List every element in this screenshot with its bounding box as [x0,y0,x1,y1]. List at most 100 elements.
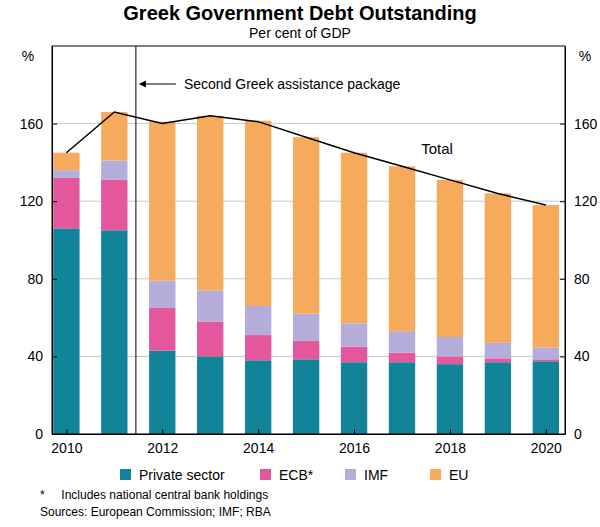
tick-label: 2020 [531,440,562,456]
bar [197,356,223,434]
legend-swatch [260,469,271,480]
bar [53,228,79,434]
bar [53,178,79,228]
tick: 0 [35,426,57,442]
tick-mark [66,429,67,434]
legend-label: IMF [364,467,388,483]
bar [533,348,559,360]
tick-label: 2010 [51,440,82,456]
tick-label: 0 [35,426,43,442]
legend-label: ECB* [279,467,314,483]
annotation-line [135,46,136,434]
bar [149,122,175,281]
bar [149,351,175,434]
annotation-arrowhead [139,81,146,88]
tick-label: 2012 [147,440,178,456]
legend-swatch [120,469,131,480]
tick: 2014 [243,429,274,456]
bar [437,356,463,364]
tick: 2010 [51,429,82,456]
tick-label: 80 [27,271,43,287]
tick-label: 160 [20,116,44,132]
bar [341,323,367,346]
legend-label: EU [449,467,468,483]
tick-label: 120 [574,193,598,209]
total-line [66,112,545,205]
tick-mark [560,356,565,357]
bar [197,321,223,356]
legend: Private sector ECB* IMF EU [120,467,468,483]
source: Sources: European Commission; IMF; RBA [40,505,271,519]
plot-area [53,46,559,434]
bar [341,362,367,434]
tick-label: 160 [574,116,598,132]
bar [293,314,319,341]
tick: 2020 [531,429,562,456]
grid-line [52,123,565,124]
bar [293,137,319,314]
tick-label: 40 [27,348,43,364]
chart: Greek Government Debt OutstandingPer cen… [0,0,600,527]
bar [389,166,415,331]
tick: 120 [20,193,57,209]
tick-label: 2016 [339,440,370,456]
legend-swatch [345,469,356,480]
legend-label: Private sector [139,467,225,483]
bar [485,358,511,362]
bar [101,230,127,434]
tick: 160 [20,116,57,132]
bar [293,341,319,359]
tick: 40 [560,348,590,364]
y2-axis: 0 40 80 120 160 [560,47,598,442]
tick: 2018 [435,429,466,456]
tick-label: 2014 [243,440,274,456]
tick: 2012 [147,429,178,456]
bar [101,180,127,230]
y2-axis-label: % [579,48,591,64]
tick-mark [354,429,355,434]
tick-mark [546,429,547,434]
bar [533,359,559,361]
tick-mark [560,279,565,280]
axis-line [53,434,566,435]
footnote: * Includes national central bank holding… [40,488,268,502]
tick: 40 [27,348,57,364]
tick: 2016 [339,429,370,456]
tick-mark [450,429,451,434]
tick-mark [52,201,57,202]
x-axis: 2010 2012 2014 2016 2018 2020 [51,429,565,456]
line-label: Total [421,140,453,157]
bar [437,337,463,356]
tick: 120 [560,193,598,209]
bar [245,360,271,434]
bar [197,290,223,321]
bar [533,361,559,434]
bar [53,170,79,178]
tick-mark [52,279,57,280]
y-axis-label: % [22,48,34,64]
tick: 80 [27,271,57,287]
tick-mark [52,356,57,357]
bar [437,364,463,434]
legend-swatch [430,469,441,480]
tick-mark [560,201,565,202]
bar [245,335,271,360]
bar [485,193,511,342]
bar [533,205,559,348]
title: Greek Government Debt Outstanding [123,2,476,24]
tick: 0 [560,426,582,442]
tick-mark [52,434,57,435]
bar [101,160,127,179]
tick-mark [560,434,565,435]
bar [341,153,367,324]
bar [149,308,175,351]
tick-mark [52,124,57,125]
tick: 80 [560,271,590,287]
tick-label: 40 [574,348,590,364]
bar [485,343,511,359]
bar [197,116,223,291]
axis-line [52,47,53,435]
axis-line [565,47,566,435]
tick-label: 80 [574,271,590,287]
bar [53,153,79,170]
